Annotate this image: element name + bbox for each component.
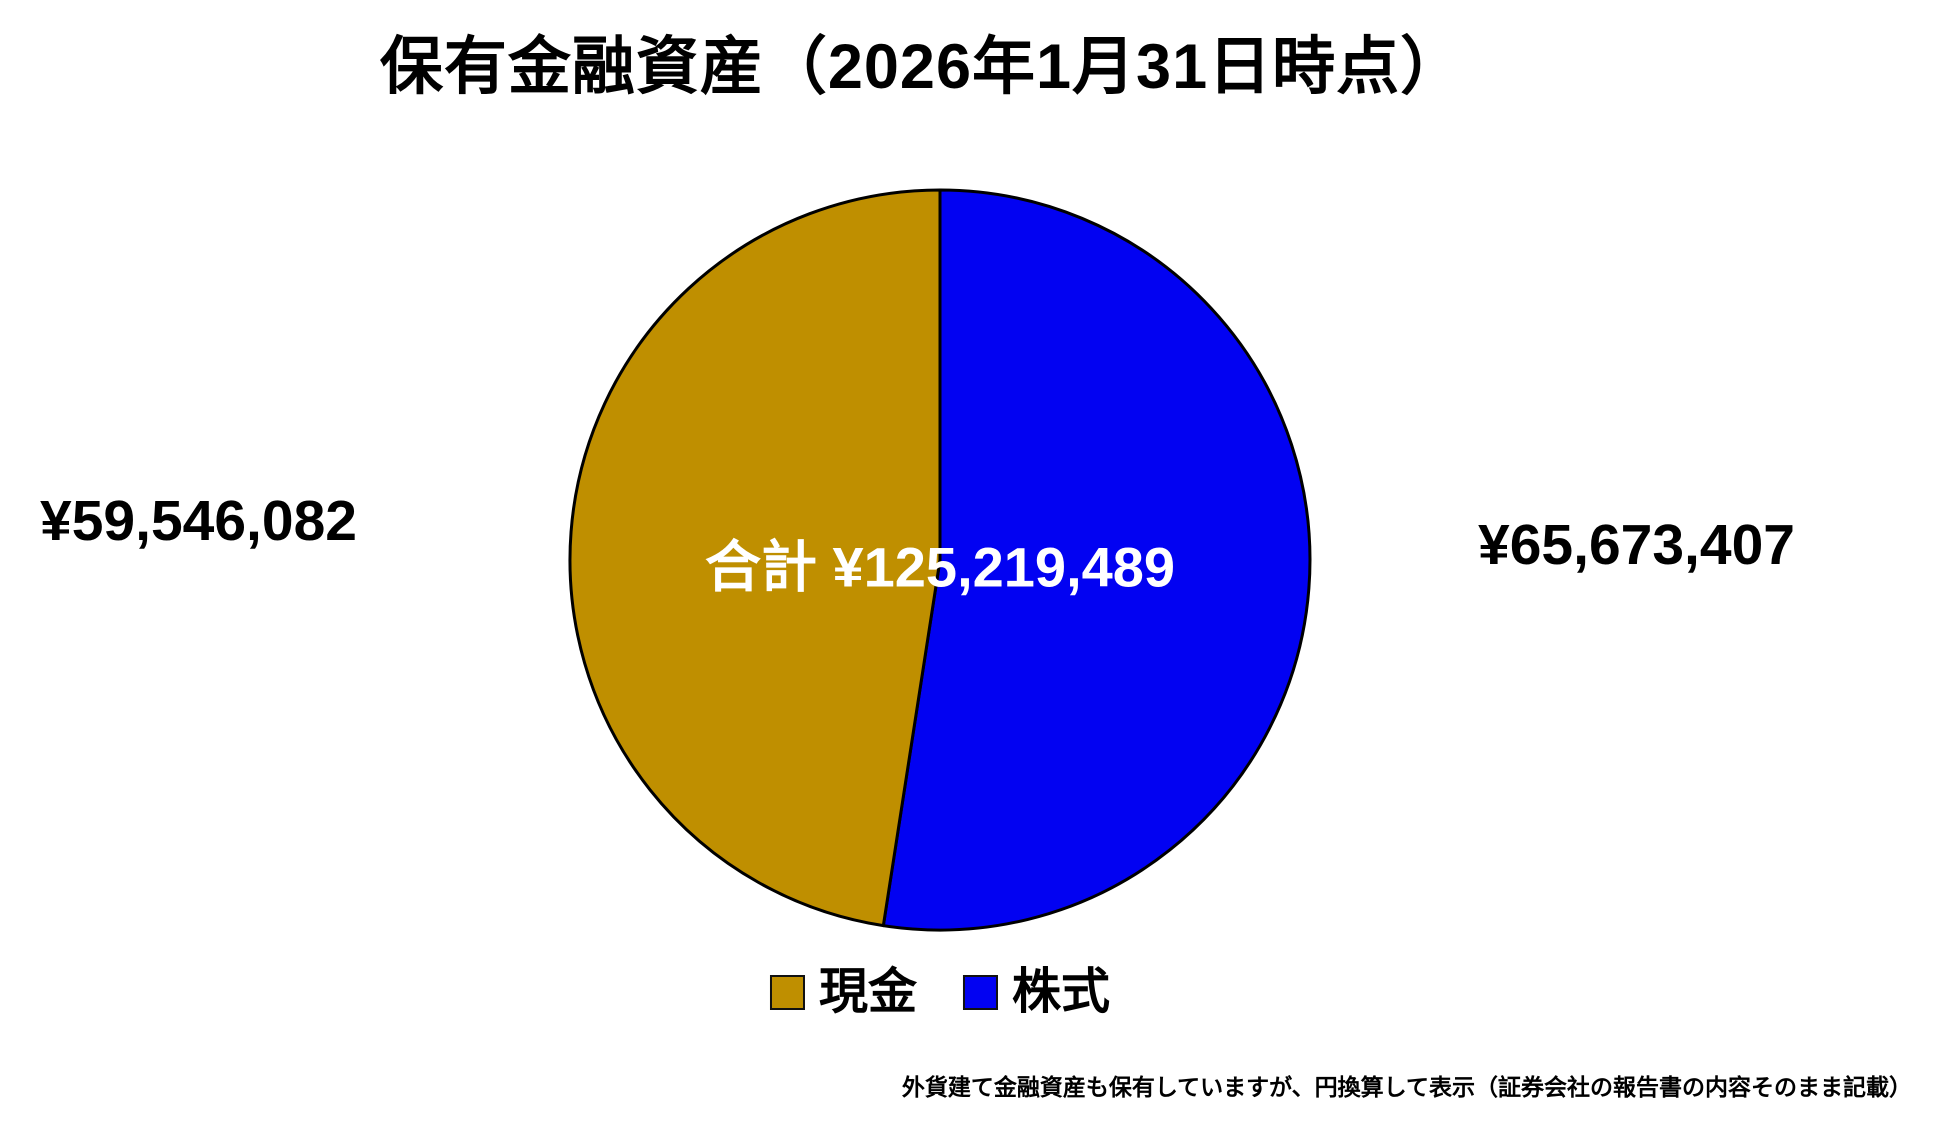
footnote: 外貨建て金融資産も保有していますが、円換算して表示（証券会社の報告書の内容そのま…	[901, 1074, 1912, 1100]
legend: 現金 株式	[769, 965, 1110, 1019]
cash-value-label: ¥59,546,082	[40, 489, 357, 553]
cash-swatch-icon	[769, 975, 805, 1010]
pie-chart	[568, 188, 1312, 932]
stocks-value-label: ¥65,673,407	[1478, 513, 1795, 577]
chart-title: 保有金融資産（2026年1月31日時点）	[379, 32, 1465, 102]
pie-slice-0	[568, 188, 942, 928]
legend-item-stocks: 株式	[963, 968, 1110, 1017]
legend-label-cash: 現金	[818, 965, 917, 1019]
legend-item-cash: 現金	[769, 965, 917, 1019]
pie-slice-1	[881, 188, 1312, 932]
legend-label-stocks: 株式	[1012, 965, 1111, 1019]
pie-total-label: 合計 ¥125,219,489	[704, 535, 1176, 599]
stocks-swatch-icon	[963, 975, 998, 1010]
